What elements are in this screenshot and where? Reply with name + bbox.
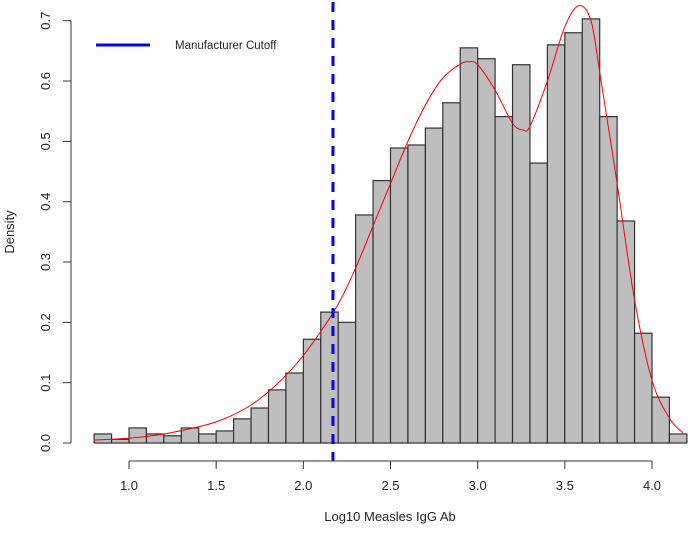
x-tick-label: 3.5 xyxy=(556,478,574,493)
histogram-bar xyxy=(110,438,130,444)
histogram-bar xyxy=(389,147,409,444)
histogram-bar xyxy=(564,32,583,444)
histogram-bar xyxy=(128,427,148,444)
x-tick-label: 2.0 xyxy=(294,478,312,493)
histogram-bar xyxy=(633,332,653,444)
y-tick-label: 0.1 xyxy=(38,374,53,392)
legend-label: Manufacturer Cutoff xyxy=(175,40,277,52)
y-tick-label: 0.3 xyxy=(38,253,53,271)
histogram-bar xyxy=(459,47,479,444)
histogram-bar xyxy=(529,162,548,444)
histogram-bar xyxy=(651,396,671,444)
histogram-bars xyxy=(93,18,688,444)
histogram-bar xyxy=(198,433,217,444)
y-tick-label: 0.0 xyxy=(38,434,53,452)
x-axis-label: Log10 Measles IgG Ab xyxy=(324,509,456,524)
y-tick-label: 0.2 xyxy=(38,313,53,331)
x-tick-label: 1.5 xyxy=(207,478,225,493)
histogram-bar xyxy=(668,433,688,444)
histogram-bar xyxy=(302,338,322,444)
histogram-bar xyxy=(494,116,514,444)
y-tick-label: 0.7 xyxy=(38,12,53,30)
histogram-bar xyxy=(215,430,235,444)
histogram-bar xyxy=(442,102,461,444)
x-tick-label: 3.0 xyxy=(469,478,487,493)
histogram-bar xyxy=(163,435,182,444)
y-tick-label: 0.6 xyxy=(38,72,53,90)
histogram-bar xyxy=(477,58,496,444)
histogram-bar xyxy=(320,311,339,444)
legend: Manufacturer Cutoff xyxy=(96,40,277,52)
density-curve xyxy=(94,5,684,441)
x-tick-label: 4.0 xyxy=(643,478,661,493)
histogram-bar xyxy=(511,64,531,444)
histogram-bar xyxy=(93,433,113,444)
y-tick-label: 0.4 xyxy=(38,193,53,211)
y-axis: 0.0 0.1 0.2 0.3 0.4 0.5 0.6 0.7 xyxy=(38,12,72,452)
histogram-bar xyxy=(407,144,426,444)
y-axis-label: Density xyxy=(2,210,17,254)
x-tick-label: 2.5 xyxy=(381,478,399,493)
histogram-bar xyxy=(337,321,357,444)
histogram-bar xyxy=(285,372,304,444)
histogram-bar xyxy=(233,418,252,444)
histogram-bar xyxy=(267,389,287,444)
y-tick-label: 0.5 xyxy=(38,132,53,150)
histogram-bar xyxy=(355,214,374,444)
histogram-bar xyxy=(581,18,601,444)
histogram-bar xyxy=(250,407,270,444)
histogram-bar xyxy=(616,220,636,444)
histogram-bar xyxy=(546,44,566,444)
x-tick-label: 1.0 xyxy=(120,478,138,493)
histogram-bar xyxy=(424,127,444,444)
x-axis: 1.0 1.5 2.0 2.5 3.0 3.5 4.0 xyxy=(120,460,661,493)
